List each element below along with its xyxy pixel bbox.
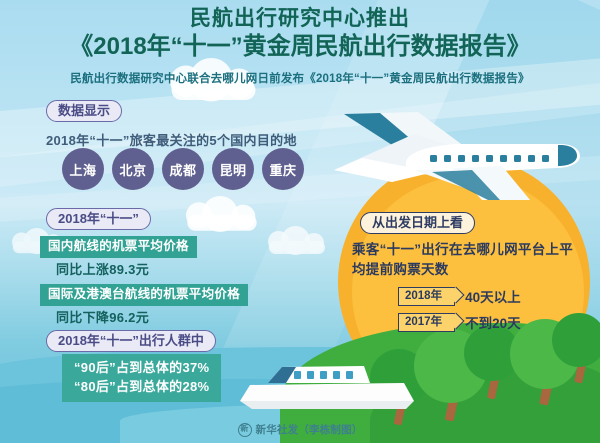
badge-data-shows: 数据显示 <box>46 100 123 122</box>
departure-lead-text: 乘客“十一”出行在去哪儿网平台上平均提前购票天数 <box>352 242 574 277</box>
badge-traveler-crowd-label: 2018年“十一”出行人群中 <box>46 330 216 352</box>
page-title-block: 民航出行研究中心推出 《2018年“十一”黄金周民航出行数据报告》 <box>0 6 600 62</box>
destination-city-list: 上海 北京 成都 昆明 重庆 <box>62 148 304 190</box>
credit-text: 新华社发（李栋制图） <box>255 424 363 436</box>
price-label-domestic: 国内航线的机票平均价格 <box>40 236 197 258</box>
price-label-international: 国际及港澳台航线的机票平均价格 <box>40 284 249 306</box>
city-chip: 成都 <box>162 148 204 190</box>
badge-traveler-crowd: 2018年“十一”出行人群中 <box>46 330 216 352</box>
tree-illustration <box>552 313 600 384</box>
xinhua-logo-icon: 新 <box>237 422 252 437</box>
year-value-2017: 不到20天 <box>465 316 521 331</box>
page-subtitle: 民航出行数据研究中心联合去哪儿网日前发布《2018年“十一”黄金周民航出行数据报… <box>70 73 530 85</box>
city-chip: 昆明 <box>212 148 254 190</box>
year-value-2018: 40天以上 <box>465 290 521 305</box>
page-title-line2: 《2018年“十一”黄金周民航出行数据报告》 <box>69 33 531 60</box>
city-chip: 北京 <box>112 148 154 190</box>
badge-2018-holiday: 2018年“十一” <box>46 208 151 230</box>
airplane-illustration <box>322 100 592 210</box>
year-tag-2017: 2017年 <box>398 312 456 332</box>
crowd-stat-80s: “80后”占到总体的28% <box>74 379 210 394</box>
city-chip: 上海 <box>62 148 104 190</box>
crowd-stat-90s: “90后”占到总体的37% <box>74 360 210 375</box>
price-value-international: 同比下降96.2元 <box>56 310 150 325</box>
page-title-line1: 民航出行研究中心推出 <box>190 7 410 30</box>
city-chip: 重庆 <box>262 148 304 190</box>
badge-2018-holiday-label: 2018年“十一” <box>46 208 151 230</box>
departure-row-2018: 2018年 40天以上 <box>398 286 521 306</box>
crowd-stats-box: “90后”占到总体的37% “80后”占到总体的28% <box>62 354 222 402</box>
badge-data-shows-label: 数据显示 <box>46 100 123 122</box>
credit-line: 新 新华社发（李栋制图） <box>0 422 600 437</box>
year-tag-2018: 2018年 <box>398 286 456 306</box>
price-value-domestic: 同比上涨89.3元 <box>56 262 150 277</box>
badge-departure-date: 从出发日期上看 <box>360 212 476 234</box>
destinations-lead-text: 2018年“十一”旅客最关注的5个国内目的地 <box>46 133 297 148</box>
badge-departure-date-label: 从出发日期上看 <box>360 212 476 234</box>
boat-illustration <box>238 357 418 415</box>
departure-row-2017: 2017年 不到20天 <box>398 312 521 332</box>
